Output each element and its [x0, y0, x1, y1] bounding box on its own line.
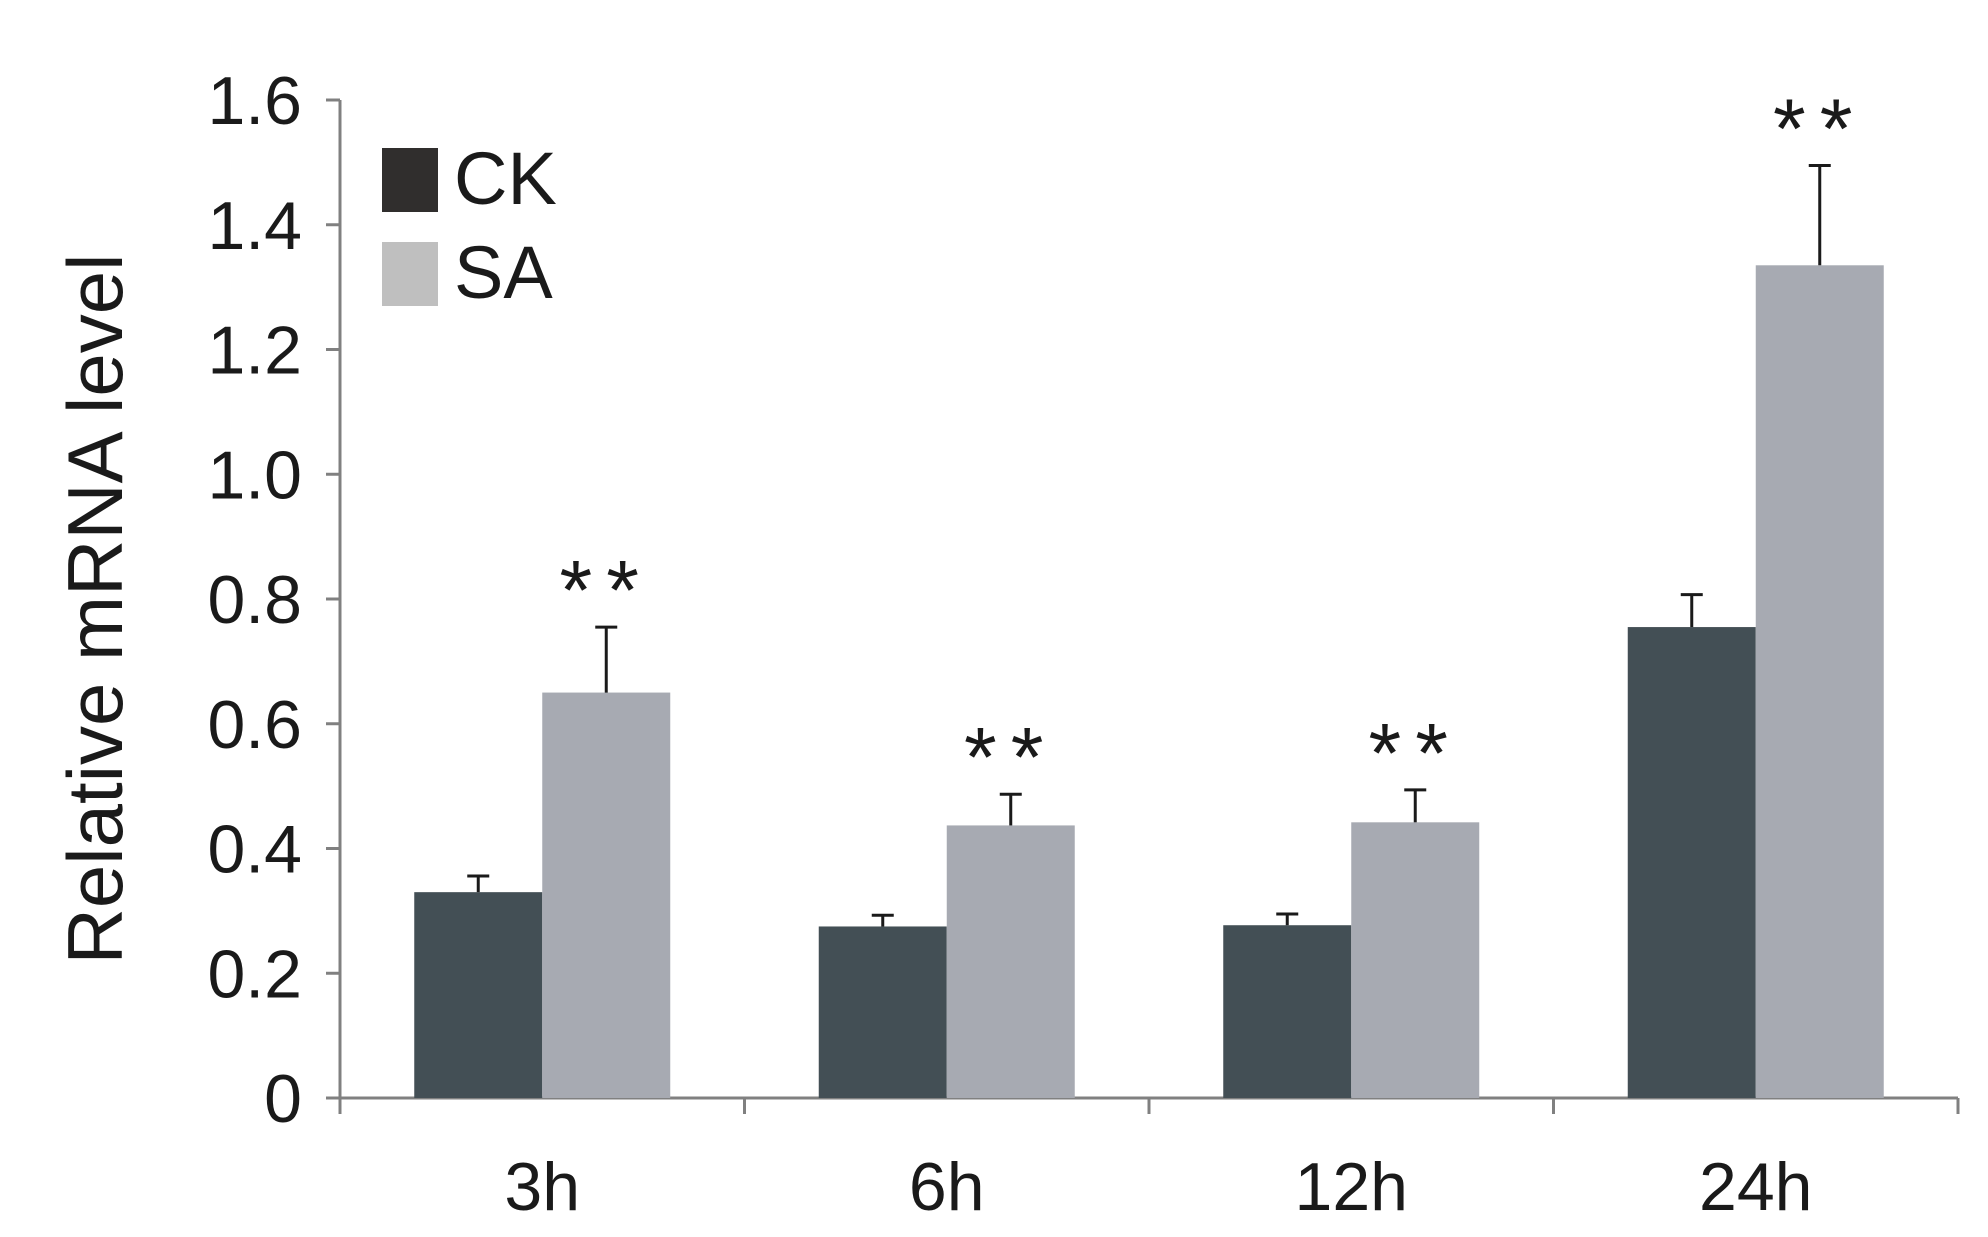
bar-sa-24h: [1755, 265, 1884, 1098]
significance-label: **: [1773, 81, 1866, 175]
bar-ck-24h: [1627, 627, 1756, 1098]
x-tick-label: 3h: [504, 1149, 580, 1225]
y-axis-label: Relative mRNA level: [51, 254, 139, 965]
legend-swatch-ck: [382, 148, 438, 212]
y-tick-label: 1.6: [207, 63, 302, 139]
significance-annotations: ** ** ** **: [560, 81, 1866, 804]
y-tick-label: 1.0: [207, 437, 302, 513]
bar-ck-3h: [414, 892, 543, 1098]
error-bars: [467, 163, 1831, 927]
y-tick-label: 0: [264, 1061, 302, 1137]
bars: [414, 265, 1884, 1098]
significance-label: **: [560, 543, 653, 637]
y-tick-label: 0.8: [207, 562, 302, 638]
bar-ck-12h: [1223, 925, 1352, 1098]
y-tick-label: 0.6: [207, 687, 302, 763]
legend: CK SA: [382, 137, 557, 314]
y-tick-label: 1.2: [207, 313, 302, 389]
y-tick-label: 1.4: [207, 188, 302, 264]
y-tick-label: 0.2: [207, 936, 302, 1012]
axes: 0 0.2 0.4 0.6 0.8 1.0 1.2 1.4 1.6 3h 6h 12h 24h: [207, 63, 1960, 1225]
legend-label-sa: SA: [454, 231, 553, 314]
bar-sa-6h: [946, 825, 1075, 1098]
significance-label: **: [1369, 706, 1462, 800]
x-tick-label: 24h: [1699, 1149, 1812, 1225]
bar-sa-3h: [542, 692, 671, 1098]
x-tick-label: 12h: [1295, 1149, 1408, 1225]
legend-label-ck: CK: [454, 137, 557, 220]
significance-label: **: [964, 710, 1057, 804]
bar-ck-6h: [818, 926, 947, 1098]
legend-swatch-sa: [382, 242, 438, 306]
x-tick-label: 6h: [909, 1149, 985, 1225]
bar-sa-12h: [1351, 822, 1480, 1098]
y-tick-label: 0.4: [207, 812, 302, 888]
